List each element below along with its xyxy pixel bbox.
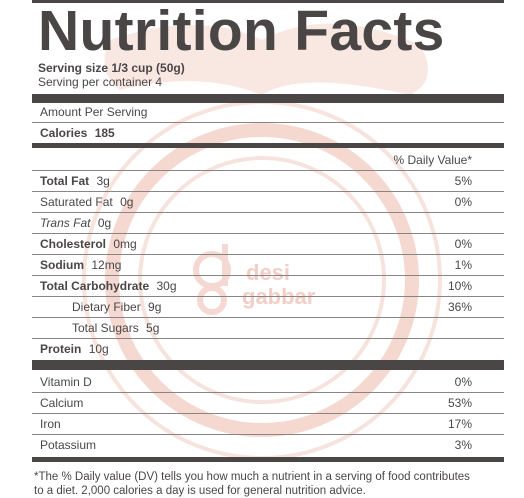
nutrient-amount: 0g bbox=[97, 216, 112, 230]
vitamin-row-calcium: Calcium 53% bbox=[32, 393, 504, 414]
vitamin-row-iron: Iron 17% bbox=[32, 414, 504, 435]
nutrient-amount: 3g bbox=[96, 174, 110, 188]
vitamin-name: Potassium bbox=[40, 438, 97, 452]
nutrient-row-cholesterol: Cholesterol 0mg 0% bbox=[32, 234, 504, 255]
nutrient-dv: 36% bbox=[447, 300, 472, 314]
nutrient-name: Trans Fat bbox=[40, 216, 91, 230]
calories-label: Calories bbox=[40, 126, 88, 140]
servings-per-container: Serving per container 4 bbox=[38, 75, 163, 89]
nutrient-dv: 10% bbox=[447, 279, 472, 293]
nutrient-amount: 0mg bbox=[113, 237, 137, 251]
footnote: *The % Daily value (DV) tells you how mu… bbox=[34, 471, 470, 497]
nutrient-row-saturated-fat: Saturated Fat 0g 0% bbox=[32, 192, 504, 213]
nutrient-dv: 0% bbox=[454, 237, 472, 251]
nutrient-name: Total Fat bbox=[40, 174, 90, 188]
nutrient-name: Total Sugars bbox=[72, 321, 139, 335]
nutrient-dv: 0% bbox=[454, 195, 472, 209]
nutrient-amount: 5g bbox=[146, 321, 160, 335]
nutrient-amount: 9g bbox=[148, 300, 162, 314]
nutrient-amount: 0g bbox=[120, 195, 134, 209]
nutrient-name: Dietary Fiber bbox=[72, 300, 141, 314]
nutrient-amount: 12mg bbox=[91, 258, 122, 272]
nutrient-row-trans-fat: Trans Fat 0g bbox=[32, 213, 504, 234]
nutrient-name: Sodium bbox=[40, 258, 84, 272]
nutrient-row-sodium: Sodium 12mg 1% bbox=[32, 255, 504, 276]
dv-header: % Daily Value* bbox=[32, 150, 504, 171]
nutrient-amount: 30g bbox=[156, 279, 177, 293]
calories-value: 185 bbox=[94, 126, 115, 140]
nutrient-dv: 5% bbox=[454, 174, 472, 188]
nutrient-name: Total Carbohydrate bbox=[40, 279, 150, 293]
medium-divider bbox=[32, 143, 504, 148]
vitamin-dv: 0% bbox=[454, 375, 472, 389]
vitamin-row-potassium: Potassium 3% bbox=[32, 435, 504, 455]
nutrient-name: Protein bbox=[40, 342, 82, 356]
vitamins-divider bbox=[32, 360, 504, 370]
nutrition-label: Nutrition Facts Serving size 1/3 cup (50… bbox=[32, 0, 504, 498]
nutrient-dv: 1% bbox=[454, 258, 472, 272]
watermark-text-1: desi bbox=[246, 260, 290, 285]
vitamin-name: Calcium bbox=[40, 396, 84, 410]
calories-row: Calories 185 bbox=[32, 123, 504, 143]
nutrient-row-dietary-fiber: Dietary Fiber 9g 36% bbox=[32, 297, 504, 318]
vitamin-dv: 3% bbox=[454, 438, 472, 452]
vitamin-dv: 53% bbox=[447, 396, 472, 410]
vitamin-name: Iron bbox=[40, 417, 61, 431]
nutrient-row-total-carbohydrate: Total Carbohydrate 30g 10% bbox=[32, 276, 504, 297]
vitamin-row-vitamin-d: Vitamin D 0% bbox=[32, 372, 504, 393]
label-title: Nutrition Facts bbox=[38, 0, 445, 63]
nutrient-row-total-sugars: Total Sugars 5g bbox=[32, 318, 504, 339]
nutrient-amount: 10g bbox=[88, 342, 109, 356]
amount-per-serving: Amount Per Serving bbox=[32, 103, 504, 123]
vitamin-name: Vitamin D bbox=[40, 375, 92, 389]
thick-divider bbox=[32, 94, 504, 103]
vitamin-dv: 17% bbox=[447, 417, 472, 431]
top-rule bbox=[32, 0, 504, 3]
nutrient-name: Saturated Fat bbox=[40, 195, 113, 209]
nutrient-row-total-fat: Total Fat 3g 5% bbox=[32, 171, 504, 192]
nutrient-name: Cholesterol bbox=[40, 237, 107, 251]
nutrient-row-protein: Protein 10g bbox=[32, 339, 504, 360]
footnote-divider bbox=[32, 457, 504, 462]
amount-label: Amount Per Serving bbox=[40, 105, 148, 119]
serving-size: Serving size 1/3 cup (50g) bbox=[38, 61, 185, 75]
